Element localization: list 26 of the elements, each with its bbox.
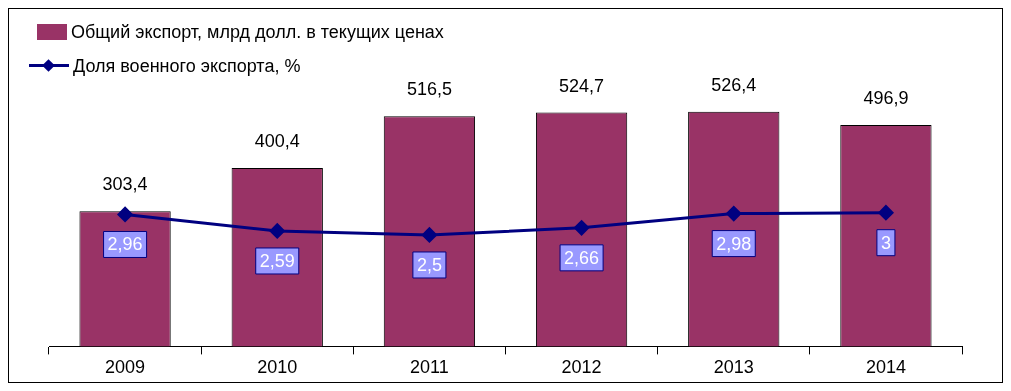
x-tick-label: 2013 <box>713 357 754 378</box>
point <box>421 227 437 243</box>
point <box>574 220 590 236</box>
point <box>269 223 285 239</box>
x-tick-label: 2011 <box>410 357 449 378</box>
x-tick-label: 2012 <box>561 357 602 378</box>
legend-label: Общий экспорт, млрд долл. в текущих ценах <box>71 21 444 43</box>
data-label: 2,66 <box>564 247 600 268</box>
data-label: 526,4 <box>711 74 757 95</box>
data-label: 303,4 <box>102 174 148 195</box>
data-label: 2,98 <box>716 233 752 254</box>
data-label: 516,5 <box>406 79 452 100</box>
x-tick-label: 2014 <box>865 357 906 378</box>
data-label: 3 <box>880 232 891 253</box>
point <box>117 206 133 222</box>
data-label: 496,9 <box>863 87 909 108</box>
data-label: 2,59 <box>259 250 295 271</box>
data-label: 524,7 <box>559 75 605 96</box>
x-tick-label: 2009 <box>105 357 146 378</box>
point <box>726 206 742 222</box>
data-label: 2,5 <box>416 254 442 275</box>
legend-label: Доля военного экспорта, % <box>73 55 301 77</box>
point <box>878 205 894 221</box>
x-tick-label: 2010 <box>257 357 298 378</box>
data-label: 2,96 <box>107 234 143 255</box>
data-label: 400,4 <box>254 130 300 151</box>
